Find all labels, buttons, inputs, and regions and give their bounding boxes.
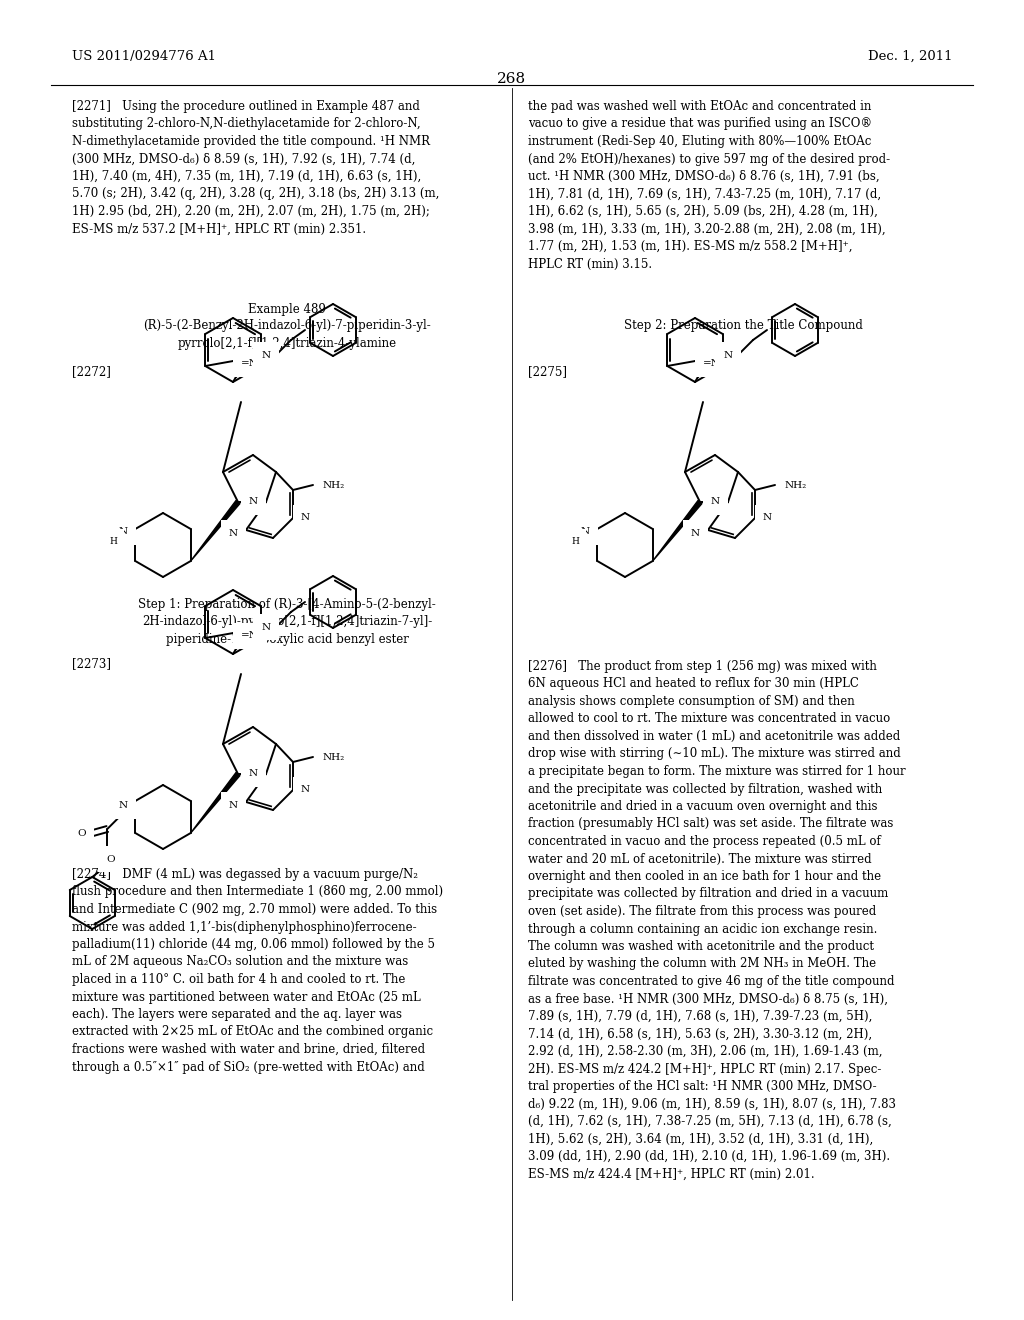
Text: Step 1: Preparation of (R)-3-[4-Amino-5-(2-benzyl-
2H-indazol-6-yl)-pyrrolo[2,1-: Step 1: Preparation of (R)-3-[4-Amino-5-… <box>138 598 436 645</box>
Text: N: N <box>723 351 732 359</box>
Text: the pad was washed well with EtOAc and concentrated in
vacuo to give a residue t: the pad was washed well with EtOAc and c… <box>528 100 890 271</box>
Text: NH₂: NH₂ <box>323 752 345 762</box>
Text: =N: =N <box>242 631 259 640</box>
Text: N: N <box>261 623 270 631</box>
Polygon shape <box>652 500 701 561</box>
Text: O: O <box>105 854 115 863</box>
Text: N: N <box>249 770 258 779</box>
Text: N: N <box>301 785 310 795</box>
Text: N: N <box>119 801 128 810</box>
Text: [2276]   The product from step 1 (256 mg) was mixed with
6N aqueous HCl and heat: [2276] The product from step 1 (256 mg) … <box>528 660 905 1180</box>
Text: O: O <box>77 829 86 838</box>
Text: N: N <box>581 528 590 536</box>
Text: [2272]: [2272] <box>72 366 111 378</box>
Text: H: H <box>571 536 580 545</box>
Text: N: N <box>691 528 700 537</box>
Text: NH₂: NH₂ <box>323 480 345 490</box>
Text: =N: =N <box>703 359 721 368</box>
Text: N: N <box>711 498 720 507</box>
Text: US 2011/0294776 A1: US 2011/0294776 A1 <box>72 50 216 63</box>
Text: [2274]   DMF (4 mL) was degassed by a vacuum purge/N₂
flush procedure and then I: [2274] DMF (4 mL) was degassed by a vacu… <box>72 869 443 1073</box>
Text: H: H <box>110 536 117 545</box>
Text: 268: 268 <box>498 73 526 86</box>
Polygon shape <box>190 500 240 561</box>
Text: N: N <box>763 513 772 523</box>
Text: N: N <box>301 513 310 523</box>
Text: Dec. 1, 2011: Dec. 1, 2011 <box>867 50 952 63</box>
Text: Example 489: Example 489 <box>248 304 326 315</box>
Text: NH₂: NH₂ <box>785 480 807 490</box>
Text: [2273]: [2273] <box>72 657 111 671</box>
Text: N: N <box>229 800 238 809</box>
Polygon shape <box>190 772 240 833</box>
Text: (R)-5-(2-Benzyl-2H-indazol-6-yl)-7-piperidin-3-yl-
pyrrolo[2,1-f][1,2,4]triazin-: (R)-5-(2-Benzyl-2H-indazol-6-yl)-7-piper… <box>143 319 431 350</box>
Text: N: N <box>119 528 128 536</box>
Text: [2271]   Using the procedure outlined in Example 487 and
substituting 2-chloro-N: [2271] Using the procedure outlined in E… <box>72 100 439 235</box>
Text: N: N <box>229 528 238 537</box>
Text: Step 2: Preparation the Title Compound: Step 2: Preparation the Title Compound <box>624 319 862 333</box>
Text: =N: =N <box>242 359 259 368</box>
Text: [2275]: [2275] <box>528 366 567 378</box>
Text: N: N <box>249 498 258 507</box>
Text: N: N <box>261 351 270 359</box>
